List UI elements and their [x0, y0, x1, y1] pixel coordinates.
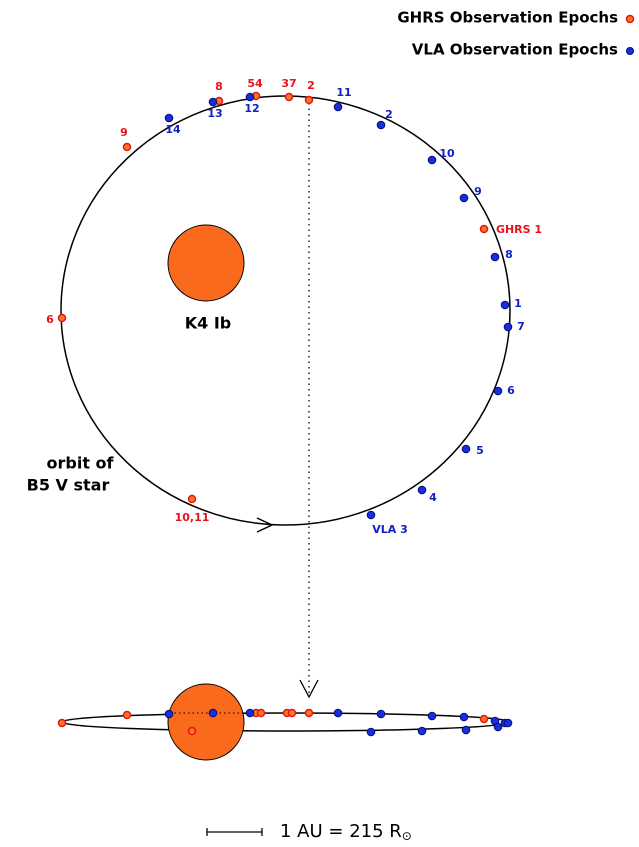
ghrs-epoch	[57, 313, 67, 323]
ghrs-epoch-label: 2	[307, 79, 315, 92]
scale-symbol: ⊙	[402, 829, 412, 843]
vla-epoch-edge-on	[493, 722, 503, 732]
vla-epoch-label: 6	[507, 384, 515, 397]
ghrs-epoch	[284, 92, 294, 102]
vla-epoch-label: 7	[517, 320, 525, 333]
vla-epoch	[208, 97, 218, 107]
ghrs-epoch-label: 6	[46, 313, 54, 326]
vla-epoch-edge-on	[461, 725, 471, 735]
legend-vla-marker	[626, 47, 634, 55]
scale-label: 1 AU = 215 R⊙	[280, 821, 412, 843]
orbit-arrow	[256, 517, 274, 533]
ghrs-epoch	[479, 224, 489, 234]
legend-ghrs: GHRS Observation Epochs	[397, 9, 618, 27]
ghrs-epoch-edge-on	[187, 726, 197, 736]
ghrs-epoch-label: 8	[215, 80, 223, 93]
vla-epoch	[500, 300, 510, 310]
ghrs-epoch	[187, 494, 197, 504]
vla-epoch	[245, 92, 255, 102]
ghrs-epoch-edge-on	[57, 718, 67, 728]
legend-vla: VLA Observation Epochs	[412, 41, 618, 59]
vla-epoch	[459, 193, 469, 203]
ghrs-epoch	[122, 142, 132, 152]
vla-epoch-label: 1	[514, 297, 522, 310]
ghrs-epoch-edge-on	[256, 708, 266, 718]
vla-epoch-label: 13	[207, 107, 222, 120]
vla-epoch-label: 4	[429, 491, 437, 504]
orbit	[60, 95, 511, 526]
vla-epoch-edge-on	[376, 709, 386, 719]
vla-epoch	[333, 102, 343, 112]
ghrs-epoch-label: 37	[281, 77, 296, 90]
vla-epoch-label: 11	[336, 86, 351, 99]
ghrs-epoch-edge-on	[122, 710, 132, 720]
ghrs-epoch-edge-on	[287, 708, 297, 718]
vla-epoch-label: 10	[439, 147, 455, 160]
vla-epoch	[490, 252, 500, 262]
orbit-label: orbit of	[47, 454, 115, 473]
vla-epoch-label: 2	[385, 108, 393, 121]
ghrs-epoch-label: 10,11	[175, 511, 210, 524]
vla-epoch-edge-on	[164, 709, 174, 719]
vla-epoch-edge-on	[503, 718, 513, 728]
vla-epoch-label: 5	[476, 444, 484, 457]
vla-epoch	[503, 322, 513, 332]
vla-epoch	[376, 120, 386, 130]
ghrs-epoch	[304, 95, 314, 105]
ghrs-epoch-edge-on	[304, 708, 314, 718]
k4-star-edge-on	[167, 683, 245, 761]
scale-text: 1 AU = 215 R	[280, 821, 402, 842]
k4-star	[167, 224, 245, 302]
ghrs-epoch-label: 9	[120, 126, 128, 139]
vla-epoch-label: 8	[505, 248, 513, 261]
vla-epoch-label: 9	[474, 185, 482, 198]
vla-epoch-edge-on	[366, 727, 376, 737]
vla-epoch	[461, 444, 471, 454]
edge-on-epochs	[57, 708, 513, 737]
ghrs-epoch-edge-on	[479, 714, 489, 724]
vla-epoch-edge-on	[245, 708, 255, 718]
projection-arrow	[299, 679, 319, 699]
star-label: K4 Ib	[185, 314, 232, 333]
vla-epoch-label: 12	[244, 102, 259, 115]
vla-epoch	[493, 386, 503, 396]
vla-epoch-edge-on	[417, 726, 427, 736]
ghrs-epoch-label: 54	[247, 77, 263, 90]
vla-epoch-label: VLA 3	[372, 523, 408, 536]
vla-epoch-edge-on	[208, 708, 218, 718]
legend-ghrs-marker	[625, 14, 635, 24]
ghrs-epoch-label: GHRS 1	[496, 223, 542, 236]
vla-epoch-edge-on	[459, 712, 469, 722]
orbit-label: B5 V star	[27, 476, 110, 495]
vla-epoch	[417, 485, 427, 495]
vla-epoch-edge-on	[427, 711, 437, 721]
vla-epoch-edge-on	[333, 708, 343, 718]
vla-epoch	[427, 155, 437, 165]
vla-epoch	[366, 510, 376, 520]
vla-epoch-label: 14	[165, 123, 181, 136]
vla-epoch	[164, 113, 174, 123]
